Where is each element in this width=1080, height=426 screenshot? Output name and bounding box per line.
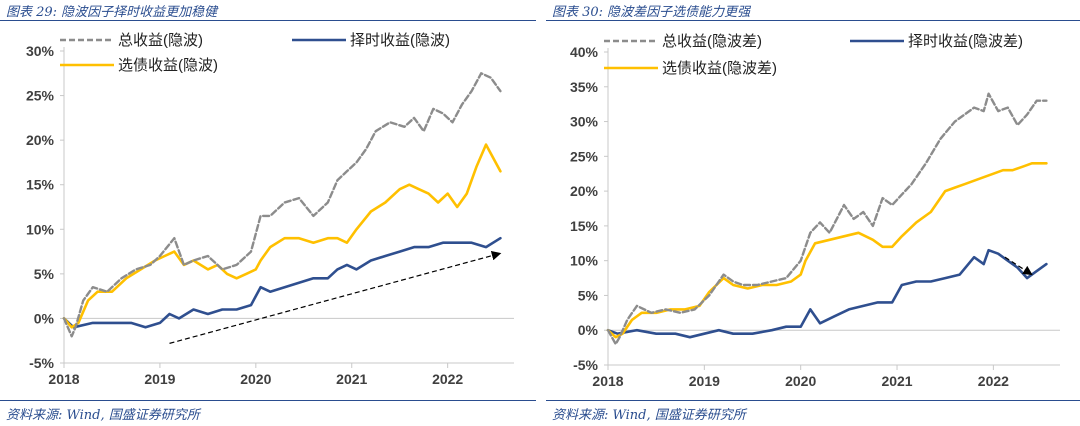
legend-label-selection: 选债收益(隐波差) bbox=[662, 60, 777, 77]
y-tick-label: 10% bbox=[26, 221, 55, 237]
y-tick-label: 0% bbox=[34, 310, 55, 326]
x-tick-label: 2019 bbox=[689, 373, 720, 389]
x-tick-label: 2022 bbox=[978, 373, 1009, 389]
y-tick-label: 10% bbox=[570, 253, 599, 269]
y-tick-label: 30% bbox=[26, 43, 55, 59]
legend-label-total: 总收益(隐波) bbox=[118, 32, 203, 49]
trend-arrow bbox=[169, 250, 502, 344]
series-line-total bbox=[62, 72, 502, 338]
y-tick-label: -5% bbox=[29, 355, 54, 371]
source-note-left: 资料来源: Wind, 国盛证券研究所 bbox=[6, 408, 200, 423]
y-tick-label: 0% bbox=[578, 322, 599, 338]
chart-title-right: 图表 30: 隐波差因子选债能力更强 bbox=[552, 5, 751, 20]
y-tick-label: 15% bbox=[570, 218, 599, 234]
line-chart-implied-vol: -5% 0% 5% 10% 15% 20% 25% 30% 2018 2019 2020 2021 20… bbox=[26, 32, 514, 387]
x-tick-label: 2021 bbox=[881, 373, 912, 389]
source-rule-right bbox=[546, 400, 1080, 401]
y-tick-label: 35% bbox=[570, 79, 599, 95]
legend-label-timing: 择时收益(隐波差) bbox=[908, 33, 1023, 50]
title-rule-left bbox=[0, 20, 536, 21]
trend-arrow bbox=[1004, 256, 1033, 276]
series-line-total bbox=[606, 92, 1048, 346]
series-line-timing bbox=[606, 248, 1048, 339]
chart-panel-right: 图表 30: 隐波差因子选债能力更强 -5% 0% 5% 10% 15% 20% 25% 30… bbox=[546, 0, 1080, 426]
x-tick-label: 2020 bbox=[785, 373, 816, 389]
y-tick-label: 5% bbox=[578, 287, 599, 303]
series-line-selection bbox=[606, 162, 1048, 339]
legend-label-selection: 选债收益(隐波) bbox=[118, 57, 218, 74]
series-line-selection bbox=[62, 143, 502, 329]
x-tick-label: 2018 bbox=[592, 373, 623, 389]
x-tick-label: 2018 bbox=[48, 371, 79, 387]
y-tick-label: 5% bbox=[34, 266, 55, 282]
source-rule-left bbox=[0, 400, 536, 401]
y-tick-label: 20% bbox=[26, 132, 55, 148]
y-tick-label: 40% bbox=[570, 44, 599, 60]
x-tick-label: 2020 bbox=[240, 371, 271, 387]
y-tick-label: 25% bbox=[26, 88, 55, 104]
chart-title-left: 图表 29: 隐波因子择时收益更加稳健 bbox=[6, 5, 218, 20]
y-tick-label: 30% bbox=[570, 114, 599, 130]
y-tick-label: 15% bbox=[26, 177, 55, 193]
x-tick-label: 2021 bbox=[336, 371, 367, 387]
line-chart-implied-vol-spread: -5% 0% 5% 10% 15% 20% 25% 30% 35% 40% 2018 2019 2020… bbox=[570, 33, 1060, 389]
x-tick-label: 2019 bbox=[144, 371, 175, 387]
title-rule-right bbox=[546, 20, 1080, 21]
legend-label-timing: 择时收益(隐波) bbox=[350, 32, 450, 49]
source-note-right: 资料来源: Wind, 国盛证券研究所 bbox=[552, 408, 746, 423]
y-tick-label: 25% bbox=[570, 148, 599, 164]
y-tick-label: -5% bbox=[573, 357, 598, 373]
series-line-timing bbox=[62, 236, 502, 329]
chart-panel-left: 图表 29: 隐波因子择时收益更加稳健 -5% 0% 5% 10% 15% 20% 25% 3… bbox=[0, 0, 536, 426]
legend-label-total: 总收益(隐波差) bbox=[662, 33, 762, 50]
x-tick-label: 2022 bbox=[432, 371, 463, 387]
y-tick-label: 20% bbox=[570, 183, 599, 199]
